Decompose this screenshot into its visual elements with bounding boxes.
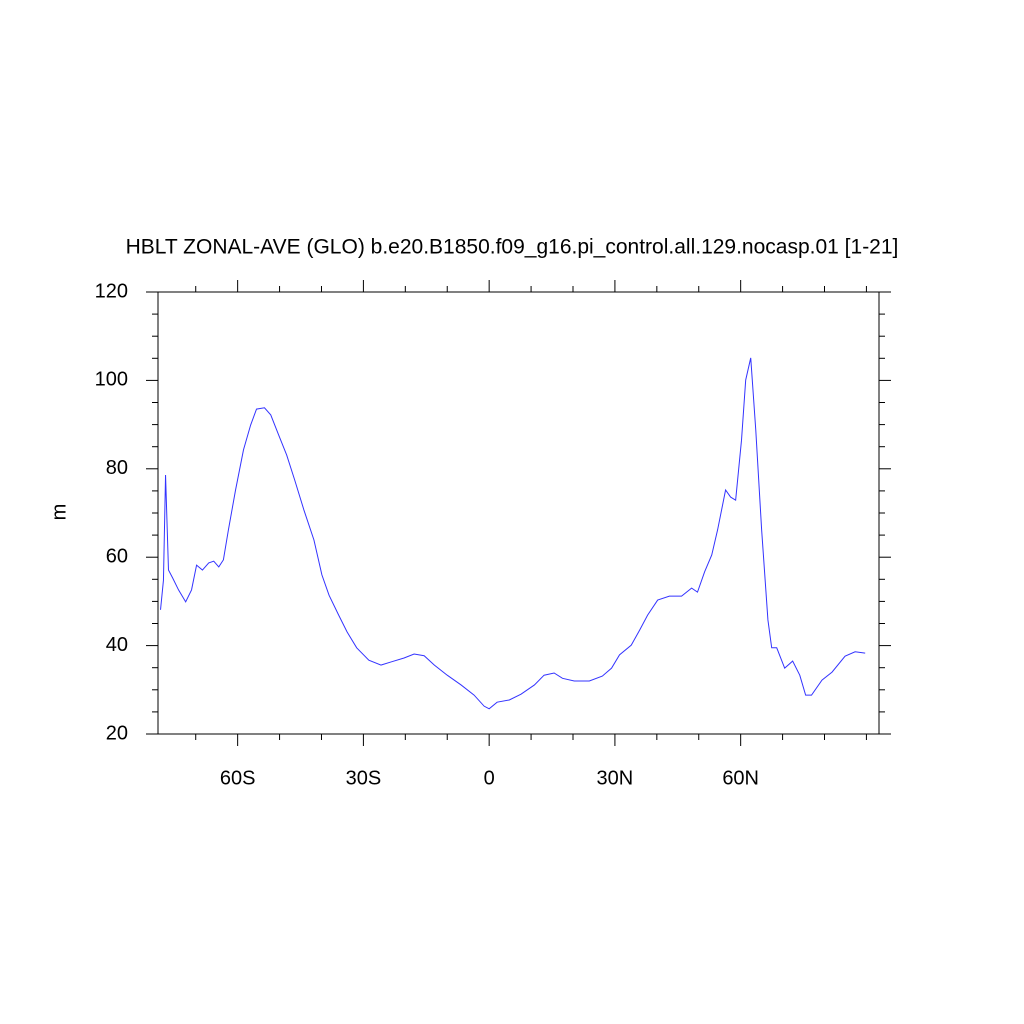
y-tick-label: 120: [95, 280, 128, 302]
y-axis-label: m: [48, 504, 70, 521]
x-tick-label: 30S: [346, 767, 382, 789]
x-tick-label: 60S: [220, 767, 256, 789]
data-line: [160, 357, 866, 710]
y-tick-label: 40: [106, 634, 128, 656]
x-tick-label: 30N: [597, 767, 634, 789]
x-tick-label: 60N: [722, 767, 759, 789]
y-tick-label: 20: [106, 722, 128, 744]
chart-title: HBLT ZONAL-AVE (GLO) b.e20.B1850.f09_g16…: [126, 236, 899, 259]
y-tick-label: 60: [106, 545, 128, 567]
x-tick-label: 0: [484, 767, 495, 789]
y-tick-label: 80: [106, 457, 128, 479]
plot-frame: [157, 291, 880, 735]
y-tick-label: 100: [95, 369, 128, 391]
